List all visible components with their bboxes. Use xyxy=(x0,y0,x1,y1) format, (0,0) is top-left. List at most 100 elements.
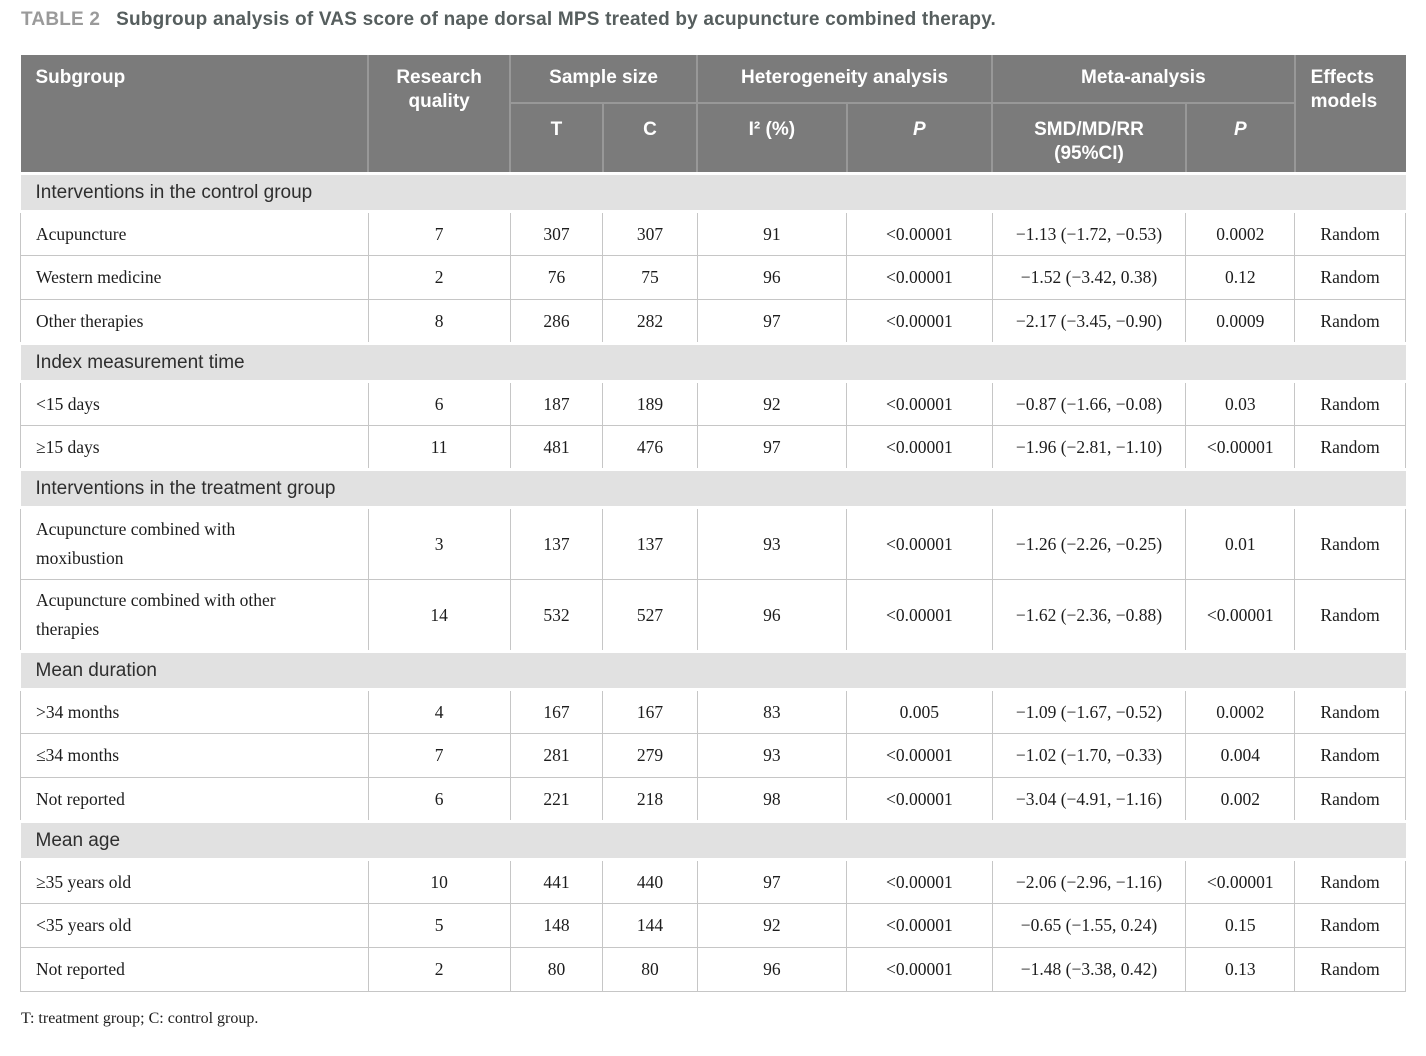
cell-i2-percent: 92 xyxy=(696,381,848,426)
section-title: Mean age xyxy=(20,820,1406,861)
cell-sample-t: 137 xyxy=(509,507,604,580)
header-meta-analysis: Meta-analysis xyxy=(991,55,1295,104)
table-row: <35 years old 5 148 144 92 <0.00001 −0.65 (−1.… xyxy=(20,903,1406,948)
section-row: Mean age xyxy=(20,820,1406,861)
section-row: Interventions in the treatment group xyxy=(20,468,1406,509)
cell-sample-c: 75 xyxy=(602,255,698,300)
table-row: Western medicine 2 76 75 96 <0.00001 −1.52 (−3… xyxy=(20,255,1406,300)
cell-subgroup: Acupuncture xyxy=(20,211,369,256)
cell-smd-md-rr-95ci: −1.62 (−2.36, −0.88) xyxy=(991,579,1187,652)
header-effects-models: Effects models xyxy=(1293,55,1406,174)
subgroup-analysis-table: Subgroup Research quality Sample size He… xyxy=(20,55,1406,992)
table-body: Interventions in the control group Acupun… xyxy=(20,172,1406,992)
cell-effects-model: Random xyxy=(1294,425,1406,470)
cell-sample-t: 80 xyxy=(509,947,604,992)
cell-heterogeneity-p: <0.00001 xyxy=(846,381,993,426)
cell-sample-t: 148 xyxy=(509,903,604,948)
cell-meta-p: 0.0009 xyxy=(1185,299,1296,344)
cell-research-quality: 14 xyxy=(367,579,511,652)
cell-meta-p: 0.0002 xyxy=(1185,211,1296,256)
cell-subgroup: Not reported xyxy=(20,777,369,822)
cell-subgroup: Other therapies xyxy=(20,299,369,344)
cell-i2-percent: 93 xyxy=(696,507,848,580)
section-title: Interventions in the treatment group xyxy=(20,468,1406,509)
cell-meta-p: 0.13 xyxy=(1185,947,1296,992)
header-smd-md-rr: SMD/MD/RR (95%CI) xyxy=(991,103,1186,174)
table-row: Not reported 2 80 80 96 <0.00001 −1.48 (−3.38,… xyxy=(20,947,1406,992)
section-row: Interventions in the control group xyxy=(20,172,1406,213)
cell-i2-percent: 97 xyxy=(696,299,848,344)
cell-smd-md-rr-95ci: −3.04 (−4.91, −1.16) xyxy=(991,777,1187,822)
cell-subgroup: ≤34 months xyxy=(20,733,369,778)
cell-sample-t: 286 xyxy=(509,299,604,344)
cell-smd-md-rr-95ci: −1.26 (−2.26, −0.25) xyxy=(991,507,1187,580)
cell-sample-t: 481 xyxy=(509,425,604,470)
table-row: ≥35 years old 10 441 440 97 <0.00001 −2.06 (−2… xyxy=(20,859,1406,904)
cell-research-quality: 10 xyxy=(367,859,511,904)
cell-effects-model: Random xyxy=(1294,689,1406,734)
cell-subgroup: ≥15 days xyxy=(20,425,369,470)
cell-smd-md-rr-95ci: −1.02 (−1.70, −0.33) xyxy=(991,733,1187,778)
cell-research-quality: 2 xyxy=(367,255,511,300)
cell-heterogeneity-p: <0.00001 xyxy=(846,211,993,256)
cell-i2-percent: 97 xyxy=(696,425,848,470)
cell-subgroup: >34 months xyxy=(20,689,369,734)
cell-smd-md-rr-95ci: −2.17 (−3.45, −0.90) xyxy=(991,299,1187,344)
cell-meta-p: <0.00001 xyxy=(1185,579,1296,652)
cell-effects-model: Random xyxy=(1294,859,1406,904)
header-i2-percent: I² (%) xyxy=(696,103,847,174)
cell-sample-t: 281 xyxy=(509,733,604,778)
section-title: Mean duration xyxy=(20,650,1406,691)
table-row: Acupuncture combined with moxibustion 3 13… xyxy=(20,507,1406,580)
cell-sample-c: 144 xyxy=(602,903,698,948)
cell-sample-c: 440 xyxy=(602,859,698,904)
cell-i2-percent: 96 xyxy=(696,255,848,300)
cell-smd-md-rr-95ci: −1.09 (−1.67, −0.52) xyxy=(991,689,1187,734)
cell-research-quality: 2 xyxy=(367,947,511,992)
cell-heterogeneity-p: <0.00001 xyxy=(846,255,993,300)
cell-sample-c: 282 xyxy=(602,299,698,344)
table-row: Not reported 6 221 218 98 <0.00001 −3.04 (−4.9… xyxy=(20,777,1406,822)
cell-meta-p: 0.03 xyxy=(1185,381,1296,426)
cell-heterogeneity-p: 0.005 xyxy=(846,689,993,734)
cell-smd-md-rr-95ci: −0.87 (−1.66, −0.08) xyxy=(991,381,1187,426)
header-subgroup: Subgroup xyxy=(20,55,369,174)
cell-research-quality: 7 xyxy=(367,733,511,778)
cell-smd-md-rr-95ci: −1.48 (−3.38, 0.42) xyxy=(991,947,1187,992)
cell-effects-model: Random xyxy=(1294,579,1406,652)
table-caption-text: Subgroup analysis of VAS score of nape d… xyxy=(116,9,997,30)
header-heterogeneity-p: P xyxy=(845,103,993,174)
table-header: Subgroup Research quality Sample size He… xyxy=(20,55,1406,174)
cell-sample-t: 167 xyxy=(509,689,604,734)
cell-research-quality: 6 xyxy=(367,777,511,822)
cell-subgroup: ≥35 years old xyxy=(20,859,369,904)
cell-subgroup: Acupuncture combined with moxibustion xyxy=(20,507,369,580)
cell-sample-t: 307 xyxy=(509,211,604,256)
cell-research-quality: 4 xyxy=(367,689,511,734)
cell-sample-c: 189 xyxy=(602,381,698,426)
cell-sample-t: 441 xyxy=(509,859,604,904)
header-meta-p: P xyxy=(1184,103,1295,174)
cell-effects-model: Random xyxy=(1294,299,1406,344)
cell-sample-c: 527 xyxy=(602,579,698,652)
table-row: Acupuncture combined with other therapie… xyxy=(20,579,1406,652)
table-row: Acupuncture 7 307 307 91 <0.00001 −1.13 (−1.72… xyxy=(20,211,1406,256)
cell-effects-model: Random xyxy=(1294,903,1406,948)
header-research-quality: Research quality xyxy=(367,55,511,174)
table-footnote: T: treatment group; C: control group. xyxy=(21,1010,259,1027)
cell-effects-model: Random xyxy=(1294,507,1406,580)
cell-meta-p: 0.002 xyxy=(1185,777,1296,822)
cell-research-quality: 6 xyxy=(367,381,511,426)
cell-subgroup: <35 years old xyxy=(20,903,369,948)
cell-subgroup: <15 days xyxy=(20,381,369,426)
cell-sample-c: 137 xyxy=(602,507,698,580)
cell-sample-c: 307 xyxy=(602,211,698,256)
table-caption: TABLE 2 Subgroup analysis of VAS score of… xyxy=(21,9,996,31)
table-row: ≥15 days 11 481 476 97 <0.00001 −1.96 (−2.81, … xyxy=(20,425,1406,470)
cell-meta-p: 0.01 xyxy=(1185,507,1296,580)
header-sample-c: C xyxy=(601,103,698,174)
cell-effects-model: Random xyxy=(1294,777,1406,822)
cell-sample-t: 76 xyxy=(509,255,604,300)
cell-sample-t: 221 xyxy=(509,777,604,822)
